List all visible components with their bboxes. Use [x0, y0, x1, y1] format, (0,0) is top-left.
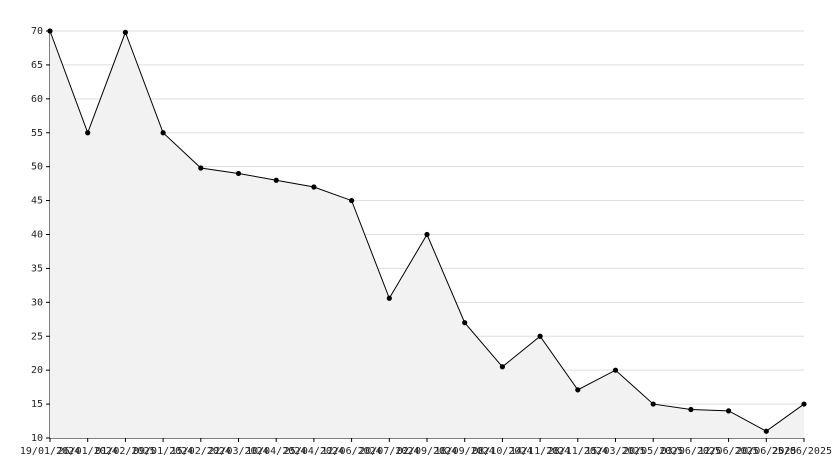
- x-tick-label: 08/10/2024: [472, 446, 532, 457]
- point: [424, 231, 430, 238]
- y-tick-label: 15: [31, 399, 43, 410]
- point: [160, 130, 166, 136]
- x-tick-label: 15/03/2025: [585, 446, 645, 457]
- point: [462, 320, 468, 326]
- y-tick-label: 45: [31, 196, 43, 207]
- x-tick-label: 01/02/2025: [95, 446, 155, 457]
- y-tick-label: 30: [31, 297, 43, 308]
- y-tick-label: 60: [31, 94, 43, 105]
- y-tick-label: 70: [31, 26, 43, 37]
- x-tick-label: 03/06/2025: [661, 446, 721, 457]
- point: [763, 428, 769, 434]
- x-tick-label: 15/02/2024: [171, 446, 231, 457]
- x-tick-label: 18/09/2024: [435, 446, 495, 457]
- point: [122, 29, 128, 35]
- y-tick-label: 50: [31, 162, 43, 173]
- point: [198, 165, 204, 171]
- x-tick-label: 19/01/2024: [20, 446, 80, 457]
- x-tick-label: 12/06/2024: [321, 446, 381, 457]
- x-tick-label: 25/06/2025: [772, 446, 832, 457]
- point: [499, 364, 505, 370]
- point: [235, 170, 242, 177]
- x-tick-label: 26/01/2024: [58, 446, 118, 457]
- point: [650, 401, 656, 407]
- point: [801, 401, 807, 407]
- x-tick-label: 20/07/2024: [359, 446, 419, 457]
- point: [537, 333, 543, 339]
- point: [726, 408, 732, 414]
- x-tick-label: 10/04/2024: [246, 446, 306, 457]
- x-tick-label: 22/03/2024: [208, 446, 268, 457]
- x-tick-label: 20/06/2025: [736, 446, 796, 457]
- x-tick-label: 12/06/2025: [698, 446, 758, 457]
- point: [47, 28, 53, 34]
- point: [311, 184, 317, 190]
- y-tick-label: 55: [31, 128, 43, 139]
- point: [85, 130, 91, 136]
- point: [688, 406, 694, 413]
- x-tick-label: 09/01/2024: [133, 446, 193, 457]
- point: [612, 367, 619, 373]
- point: [575, 387, 581, 393]
- y-tick-label: 10: [31, 433, 43, 444]
- y-tick-label: 25: [31, 331, 43, 342]
- x-tick-label: 28/11/2024: [548, 446, 608, 457]
- x-tick-label: 14/11/2024: [510, 446, 570, 457]
- point: [386, 295, 392, 301]
- y-tick-label: 40: [31, 230, 43, 241]
- point: [273, 177, 279, 183]
- x-tick-label: 02/09/2024: [397, 446, 457, 457]
- x-tick-label: 20/05/2025: [623, 446, 683, 457]
- y-tick-label: 65: [31, 60, 43, 71]
- y-tick-label: 35: [31, 263, 43, 274]
- y-tick-label: 20: [31, 365, 43, 376]
- x-tick-label: 25/04/2024: [284, 446, 344, 457]
- point: [349, 197, 355, 204]
